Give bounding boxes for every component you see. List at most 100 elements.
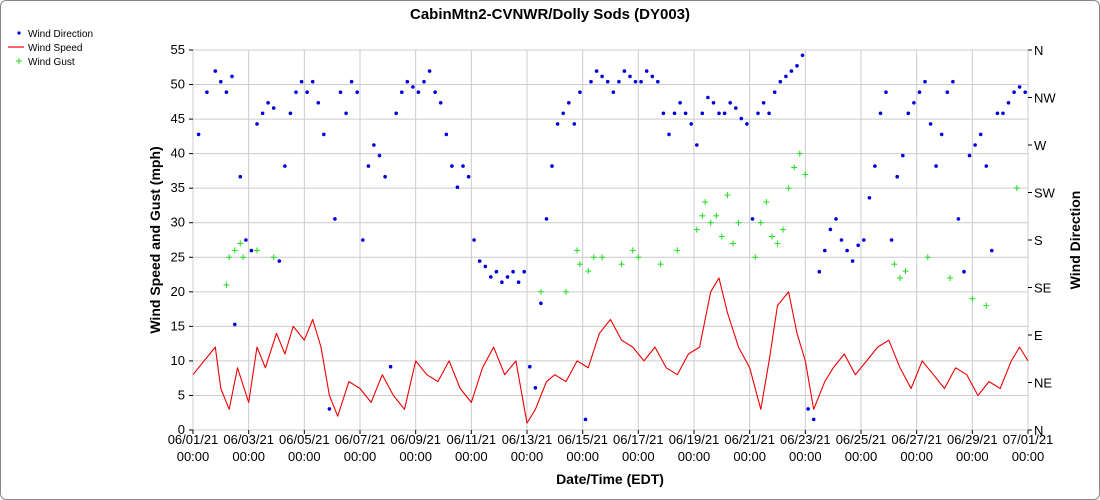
x-axis-label: Date/Time (EDT) <box>556 471 664 487</box>
wind-direction-point <box>605 79 610 84</box>
wind-direction-point <box>438 101 443 105</box>
x-tick-time-label: 00:00 <box>511 449 544 464</box>
wind-direction-point <box>494 269 499 274</box>
wind-gust-point <box>618 261 625 268</box>
wind-direction-point <box>811 417 816 422</box>
x-tick-time-label: 00:00 <box>845 449 878 464</box>
y-axis-label: Wind Speed and Gust (mph) <box>147 146 163 333</box>
x-tick-time-label: 00:00 <box>232 449 265 464</box>
y2-tick-label: NE <box>1034 376 1052 391</box>
wind-gust-point <box>774 240 781 247</box>
wind-direction-point <box>889 238 894 242</box>
wind-direction-point <box>683 111 688 116</box>
wind-direction-point <box>533 386 538 390</box>
wind-direction-point <box>1012 90 1016 94</box>
wind-direction-point <box>722 111 727 116</box>
wind-gust-point <box>768 233 775 240</box>
wind-direction-point <box>795 64 799 68</box>
wind-gust-point <box>240 254 247 261</box>
y2-tick-label: E <box>1034 328 1043 343</box>
wind-gust-point <box>674 247 681 254</box>
wind-direction-point <box>230 74 234 79</box>
y2-axis-label: Wind Direction <box>1067 191 1083 290</box>
wind-direction-point <box>233 322 237 327</box>
wind-direction-point <box>594 69 599 73</box>
x-tick-date-label: 06/15/21 <box>557 432 608 447</box>
wind-direction-point <box>196 132 201 137</box>
wind-direction-point <box>522 269 526 274</box>
x-tick-date-label: 06/17/21 <box>613 432 664 447</box>
wind-direction-point <box>578 90 582 94</box>
wind-gust-point <box>729 240 736 247</box>
wind-direction-point <box>845 248 849 253</box>
wind-direction-point <box>355 90 360 94</box>
wind-direction-point <box>973 143 977 147</box>
wind-direction-point <box>361 238 365 242</box>
wind-direction-point <box>366 164 371 168</box>
x-tick-date-label: 06/29/21 <box>947 432 998 447</box>
wind-gust-point <box>902 268 909 275</box>
data-layer <box>192 53 1029 424</box>
x-tick-time-label: 00:00 <box>288 449 321 464</box>
x-tick-date-label: 06/25/21 <box>836 432 887 447</box>
wind-direction-point <box>862 238 866 242</box>
wind-direction-point <box>205 90 209 94</box>
wind-direction-point <box>678 101 682 105</box>
wind-direction-point <box>461 164 465 168</box>
wind-direction-point <box>405 79 410 84</box>
wind-direction-point <box>661 111 666 116</box>
wind-direction-point <box>967 153 972 158</box>
wind-direction-point <box>344 111 348 116</box>
wind-gust-point <box>924 254 931 261</box>
wind-gust-point <box>562 288 569 295</box>
x-tick-time-label: 00:00 <box>399 449 432 464</box>
wind-direction-point <box>1001 111 1005 116</box>
wind-direction-point <box>583 417 588 422</box>
wind-gust-point <box>707 219 714 226</box>
wind-direction-point <box>224 90 229 94</box>
legend-direction-marker <box>17 31 21 35</box>
wind-direction-point <box>767 111 771 116</box>
y2-tick-label: SW <box>1034 186 1056 201</box>
x-tick-time-label: 00:00 <box>789 449 822 464</box>
y-tick-label: 50 <box>171 77 185 92</box>
wind-gust-point <box>891 261 898 268</box>
wind-direction-point <box>372 143 376 147</box>
x-tick-time-label: 00:00 <box>678 449 711 464</box>
wind-direction-point <box>260 111 265 116</box>
wind-gust-point <box>763 199 770 205</box>
wind-direction-point <box>761 101 766 105</box>
wind-gust-point <box>270 254 277 261</box>
x-tick-date-label: 06/01/21 <box>168 432 219 447</box>
wind-direction-point <box>995 111 1000 116</box>
wind-direction-point <box>656 79 660 84</box>
wind-gust-point <box>785 185 792 192</box>
wind-direction-point <box>416 90 421 94</box>
wind-direction-point <box>628 74 632 79</box>
wind-direction-point <box>734 106 738 110</box>
wind-gust-point <box>713 212 720 219</box>
wind-direction-point <box>299 79 304 84</box>
wind-direction-point <box>672 111 677 116</box>
wind-direction-point <box>945 90 950 94</box>
y2-tick-label: N <box>1034 423 1043 438</box>
wind-gust-point <box>735 219 742 226</box>
wind-gust-point <box>574 247 581 254</box>
wind-gust-point <box>1013 185 1020 192</box>
wind-direction-point <box>305 90 309 94</box>
y-tick-label: 5 <box>178 387 185 402</box>
wind-direction-point <box>789 69 794 73</box>
wind-direction-point <box>213 69 218 73</box>
wind-direction-point <box>878 111 883 116</box>
wind-direction-point <box>756 111 760 116</box>
wind-direction-point <box>589 79 593 84</box>
wind-direction-point <box>249 248 254 253</box>
wind-direction-point <box>745 122 749 126</box>
wind-direction-point <box>611 90 616 94</box>
wind-gust-point <box>983 302 990 309</box>
wind-direction-point <box>901 153 905 158</box>
y-tick-label: 0 <box>178 422 185 437</box>
wind-direction-point <box>483 264 488 269</box>
wind-direction-point <box>271 106 276 110</box>
